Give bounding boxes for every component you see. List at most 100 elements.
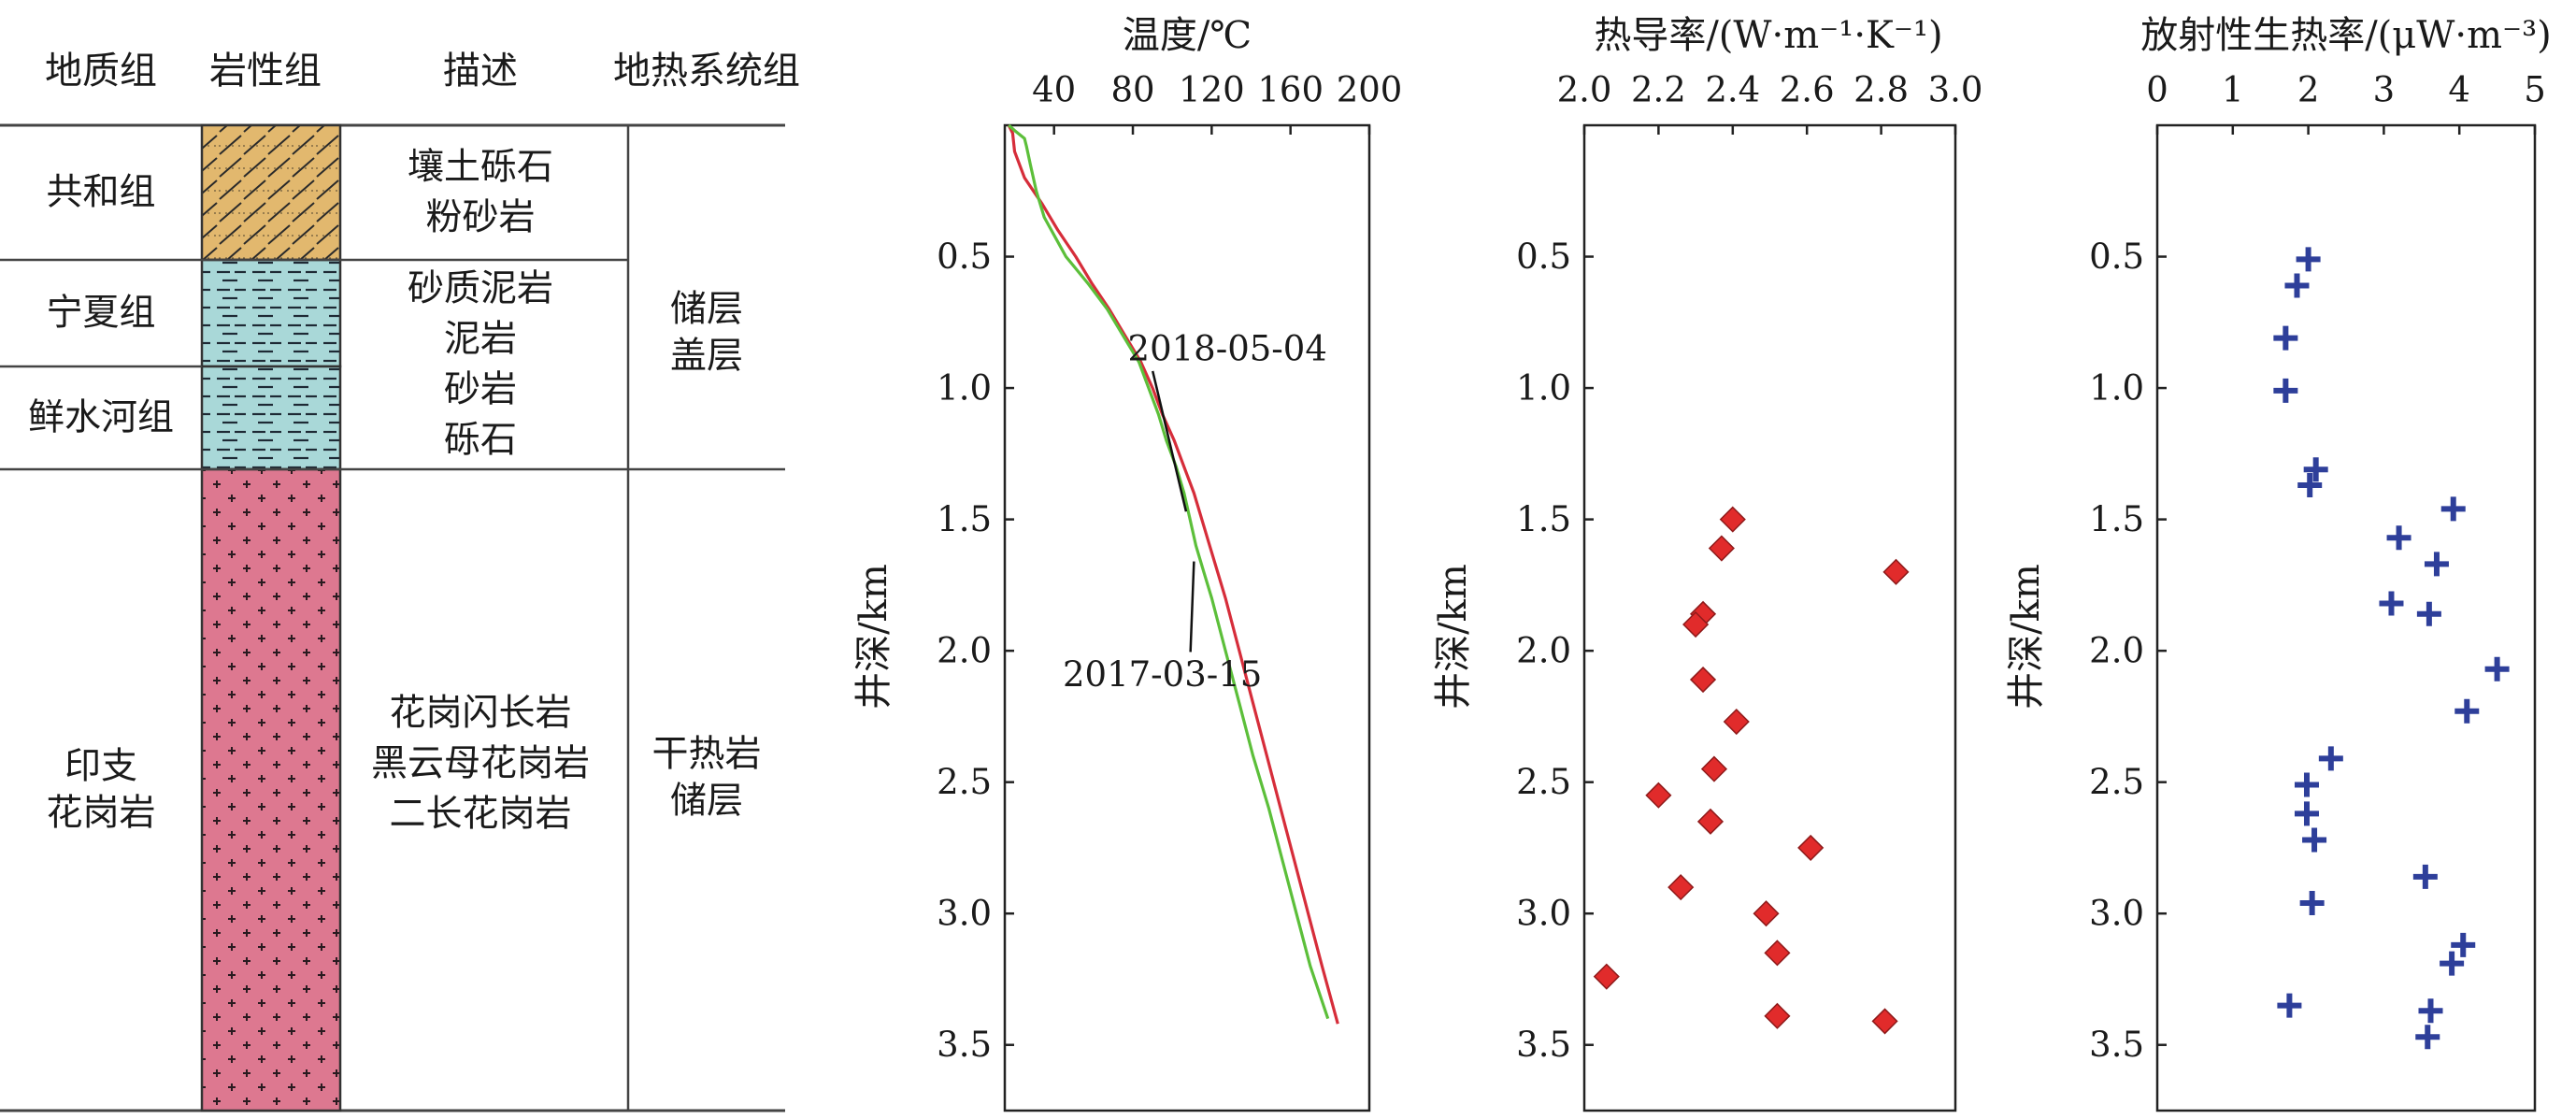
x-tick-label-2-5: 5	[2524, 70, 2546, 110]
data-point-2-21	[2277, 993, 2302, 1018]
data-point-1-1	[1708, 535, 1735, 562]
x-tick-label-0-1: 80	[1110, 70, 1154, 110]
data-point-2-10	[2416, 601, 2441, 626]
column-header-0: 地质组	[45, 50, 157, 93]
x-axis-title-0: 温度/℃	[1123, 14, 1252, 57]
x-tick-label-1-5: 3.0	[1928, 70, 1983, 110]
formation-name-3: 花岗岩	[46, 793, 155, 835]
y-tick-label-0-5: 3.0	[937, 894, 992, 934]
y-tick-label-0-1: 1.0	[937, 368, 992, 409]
column-header-3: 地热系统组	[613, 50, 800, 93]
data-point-1-4	[1682, 610, 1710, 638]
data-point-2-14	[2294, 772, 2319, 797]
annotation-leader-1	[1189, 561, 1195, 653]
chart-panel-0: 40 80 120 160 200 0.5 1.0 1.5 2.0 2.5 3.0 3.5 温度/℃ 井深…	[852, 14, 1403, 1112]
data-point-2-1	[2284, 273, 2310, 298]
x-tick-label-0-2: 120	[1179, 70, 1245, 110]
y-tick-label-1-4: 2.5	[1516, 762, 1571, 802]
chart-panel-1: 2.0 2.2 2.4 2.6 2.8 3.0 0.5 1.0 1.5 2.0 2.5 3.0 3.5 热…	[1432, 14, 1983, 1112]
data-point-2-4	[2303, 457, 2328, 482]
charts: 40 80 120 160 2000.51.01.52.02.53.03.5温度/℃井深…	[852, 14, 2552, 1112]
y-tick-label-1-2: 1.5	[1516, 499, 1571, 539]
x-tick-label-1-4: 2.8	[1853, 70, 1909, 110]
chart-frame-1	[1582, 123, 1957, 1112]
formation-name-1: 宁夏组	[46, 293, 155, 335]
x-tick-label-2-0: 0	[2146, 70, 2168, 110]
y-tick-label-2-6: 3.5	[2089, 1025, 2144, 1065]
description-line-1-1: 泥岩	[444, 319, 517, 361]
y-tick-label-2-0: 0.5	[2089, 237, 2144, 277]
description-line-2-0: 花岗闪长岩	[389, 693, 571, 735]
y-tick-label-2-3: 2.0	[2089, 631, 2144, 671]
data-point-1-9	[1696, 808, 1724, 835]
data-point-1-6	[1723, 708, 1750, 736]
y-tick-label-1-1: 1.0	[1516, 368, 1571, 409]
formation-name-3: 印支	[64, 746, 137, 788]
y-tick-label-0-3: 2.0	[937, 631, 992, 671]
data-point-1-12	[1753, 900, 1780, 927]
x-tick-label-1-2: 2.4	[1705, 70, 1760, 110]
description-line-1-0: 砂质泥岩	[408, 268, 553, 310]
description-line-0-1: 粉砂岩	[425, 197, 535, 239]
y-tick-label-1-0: 0.5	[1516, 237, 1571, 277]
y-axis-title-1: 井深/km	[1432, 564, 1475, 710]
data-point-1-15	[1764, 1002, 1791, 1029]
chart-frame-0	[1003, 123, 1371, 1112]
description-line-2-2: 二长花岗岩	[389, 794, 571, 836]
x-tick-label-1-1: 2.2	[1631, 70, 1686, 110]
y-tick-label-0-6: 3.5	[937, 1025, 992, 1065]
annotation-label-0: 2018-05-04	[1128, 328, 1327, 368]
lithology-block-0	[200, 123, 342, 262]
x-tick-label-2-4: 4	[2448, 70, 2470, 110]
series-line-1	[1008, 123, 1330, 1020]
x-tick-label-0-4: 200	[1337, 70, 1403, 110]
y-tick-label-1-6: 3.5	[1516, 1025, 1571, 1065]
data-point-2-13	[2318, 746, 2343, 771]
y-tick-label-0-2: 1.5	[937, 499, 992, 539]
data-point-2-7	[2386, 525, 2411, 551]
system-line-0-0: 储层	[670, 289, 743, 331]
annotation-label-1: 2017-03-15	[1063, 654, 1262, 695]
system-line-1-0: 干热岩	[651, 734, 761, 776]
data-point-2-11	[2484, 656, 2510, 681]
system-line-0-1: 盖层	[670, 336, 743, 378]
formation-name-0: 共和组	[46, 172, 155, 214]
data-point-1-7	[1700, 755, 1728, 782]
y-tick-label-1-3: 2.0	[1516, 631, 1571, 671]
x-tick-label-2-3: 3	[2373, 70, 2396, 110]
description-line-2-1: 黑云母花岗岩	[371, 743, 590, 785]
data-point-2-9	[2379, 591, 2404, 616]
data-point-2-23	[2415, 1025, 2440, 1050]
data-point-1-5	[1689, 666, 1717, 694]
data-point-2-3	[2273, 378, 2298, 403]
x-tick-label-1-3: 2.6	[1780, 70, 1835, 110]
data-point-1-10	[1797, 834, 1825, 861]
x-axis-title-2: 放射性生热率/(μW·m⁻³)	[2140, 14, 2552, 57]
chart-frame-2	[2155, 123, 2537, 1112]
data-point-2-15	[2294, 801, 2319, 826]
data-point-2-12	[2454, 698, 2480, 724]
data-point-1-14	[1593, 963, 1620, 990]
data-point-2-8	[2424, 552, 2449, 577]
y-tick-label-0-0: 0.5	[937, 237, 992, 277]
data-point-2-6	[2440, 496, 2466, 522]
data-point-2-0	[2296, 247, 2321, 272]
x-tick-label-2-1: 1	[2222, 70, 2244, 110]
data-point-1-2	[1882, 558, 1910, 585]
data-point-1-13	[1764, 940, 1791, 967]
x-tick-label-0-3: 160	[1257, 70, 1324, 110]
data-point-1-8	[1645, 782, 1672, 809]
x-tick-label-2-2: 2	[2297, 70, 2320, 110]
y-tick-label-2-5: 3.0	[2089, 894, 2144, 934]
x-tick-label-0-0: 40	[1032, 70, 1076, 110]
description-line-0-0: 壤土砾石	[408, 147, 553, 189]
annotation-leader-0	[1152, 370, 1188, 512]
data-point-2-18	[2299, 890, 2325, 915]
x-axis-title-1: 热导率/(W·m⁻¹·K⁻¹)	[1594, 14, 1942, 57]
description-line-1-2: 砂岩	[444, 369, 517, 411]
series-line-0	[1007, 124, 1339, 1025]
data-point-1-16	[1871, 1008, 1898, 1035]
y-tick-label-2-1: 1.0	[2089, 368, 2144, 409]
y-tick-label-0-4: 2.5	[937, 762, 992, 802]
